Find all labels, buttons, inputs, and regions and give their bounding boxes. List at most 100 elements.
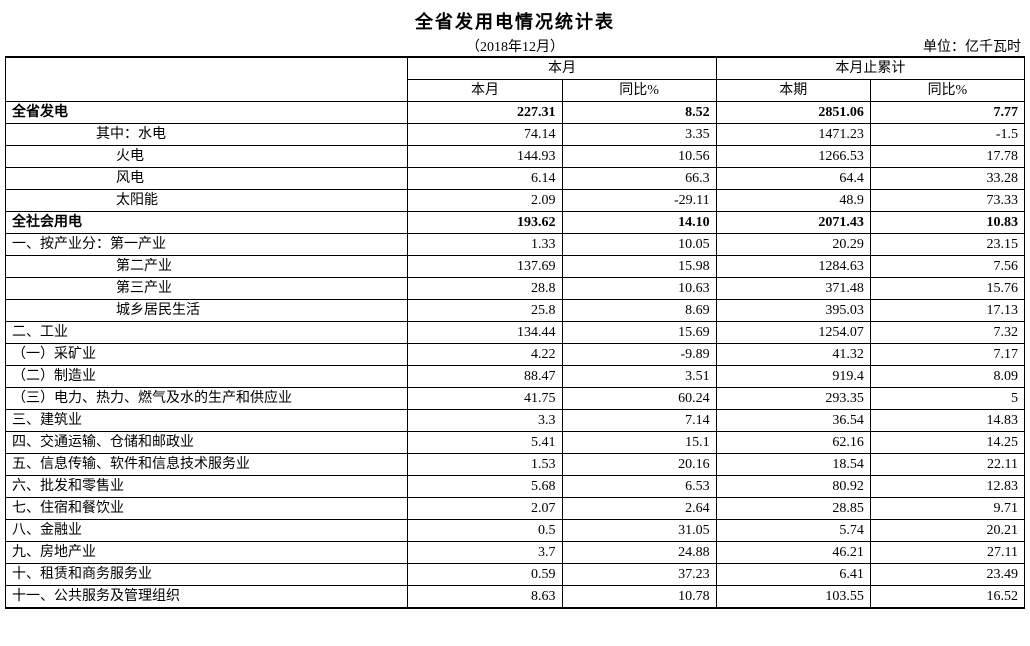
report-unit: 单位：亿千瓦时	[923, 36, 1021, 56]
cell-value: 41.32	[716, 344, 870, 366]
sub-header-row: （2018年12月） 单位：亿千瓦时	[5, 36, 1025, 56]
cell-value: 1.53	[408, 454, 562, 476]
row-label: 十、租赁和商务服务业	[6, 564, 408, 586]
cell-value: -1.5	[870, 124, 1024, 146]
table-row: 风电6.1466.364.433.28	[6, 168, 1025, 190]
header-group-cumulative: 本月止累计	[716, 57, 1024, 80]
cell-value: 31.05	[562, 520, 716, 542]
cell-value: 60.24	[562, 388, 716, 410]
cell-value: 17.78	[870, 146, 1024, 168]
cell-value: 23.15	[870, 234, 1024, 256]
cell-value: 62.16	[716, 432, 870, 454]
row-label: 太阳能	[6, 190, 408, 212]
cell-value: 18.54	[716, 454, 870, 476]
cell-value: 1254.07	[716, 322, 870, 344]
cell-value: 7.56	[870, 256, 1024, 278]
row-label: 四、交通运输、仓储和邮政业	[6, 432, 408, 454]
table-row: 全省发电227.318.522851.067.77	[6, 102, 1025, 124]
cell-value: 7.14	[562, 410, 716, 432]
cell-value: 15.1	[562, 432, 716, 454]
row-label: 八、金融业	[6, 520, 408, 542]
cell-value: 371.48	[716, 278, 870, 300]
table-row: 城乡居民生活25.88.69395.0317.13	[6, 300, 1025, 322]
row-label: 第二产业	[6, 256, 408, 278]
table-row: 五、信息传输、软件和信息技术服务业1.5320.1618.5422.11	[6, 454, 1025, 476]
cell-value: 80.92	[716, 476, 870, 498]
table-row: 全社会用电193.6214.102071.4310.83	[6, 212, 1025, 234]
cell-value: 193.62	[408, 212, 562, 234]
header-group-month: 本月	[408, 57, 716, 80]
cell-value: 16.52	[870, 586, 1024, 609]
cell-value: 8.69	[562, 300, 716, 322]
cell-value: 1471.23	[716, 124, 870, 146]
cell-value: 1284.63	[716, 256, 870, 278]
cell-value: 7.32	[870, 322, 1024, 344]
table-row: 二、工业134.4415.691254.077.32	[6, 322, 1025, 344]
cell-value: 227.31	[408, 102, 562, 124]
row-label: 五、信息传输、软件和信息技术服务业	[6, 454, 408, 476]
cell-value: 36.54	[716, 410, 870, 432]
cell-value: 15.98	[562, 256, 716, 278]
header-col4: 同比%	[870, 80, 1024, 102]
row-label: 六、批发和零售业	[6, 476, 408, 498]
row-label: （三）电力、热力、燃气及水的生产和供应业	[6, 388, 408, 410]
cell-value: 10.05	[562, 234, 716, 256]
cell-value: 25.8	[408, 300, 562, 322]
cell-value: 0.5	[408, 520, 562, 542]
table-row: 第三产业28.810.63371.4815.76	[6, 278, 1025, 300]
cell-value: 10.63	[562, 278, 716, 300]
cell-value: 88.47	[408, 366, 562, 388]
cell-value: 3.51	[562, 366, 716, 388]
header-col3: 本期	[716, 80, 870, 102]
cell-value: 2.07	[408, 498, 562, 520]
page-title: 全省发用电情况统计表	[4, 8, 1026, 34]
cell-value: 5.74	[716, 520, 870, 542]
cell-value: 20.29	[716, 234, 870, 256]
table-row: （二）制造业88.473.51919.48.09	[6, 366, 1025, 388]
cell-value: 8.09	[870, 366, 1024, 388]
header-col1: 本月	[408, 80, 562, 102]
table-row: 四、交通运输、仓储和邮政业5.4115.162.1614.25	[6, 432, 1025, 454]
cell-value: 46.21	[716, 542, 870, 564]
row-label: 三、建筑业	[6, 410, 408, 432]
cell-value: 64.4	[716, 168, 870, 190]
table-row: （一）采矿业4.22-9.8941.327.17	[6, 344, 1025, 366]
table-body: 全省发电227.318.522851.067.77其中：水电74.143.351…	[6, 102, 1025, 609]
cell-value: 66.3	[562, 168, 716, 190]
cell-value: 14.83	[870, 410, 1024, 432]
cell-value: 15.76	[870, 278, 1024, 300]
cell-value: 14.25	[870, 432, 1024, 454]
row-label: 城乡居民生活	[6, 300, 408, 322]
row-label: 一、按产业分：第一产业	[6, 234, 408, 256]
cell-value: 37.23	[562, 564, 716, 586]
table-row: 七、住宿和餐饮业2.072.6428.859.71	[6, 498, 1025, 520]
cell-value: 8.63	[408, 586, 562, 609]
table-row: 太阳能2.09-29.1148.973.33	[6, 190, 1025, 212]
cell-value: 6.14	[408, 168, 562, 190]
cell-value: 2071.43	[716, 212, 870, 234]
cell-value: 15.69	[562, 322, 716, 344]
cell-value: 5.41	[408, 432, 562, 454]
table-row: 九、房地产业3.724.8846.2127.11	[6, 542, 1025, 564]
cell-value: 144.93	[408, 146, 562, 168]
row-label: 七、住宿和餐饮业	[6, 498, 408, 520]
table-row: 三、建筑业3.37.1436.5414.83	[6, 410, 1025, 432]
cell-value: 3.3	[408, 410, 562, 432]
cell-value: 7.77	[870, 102, 1024, 124]
cell-value: 10.56	[562, 146, 716, 168]
cell-value: -9.89	[562, 344, 716, 366]
cell-value: 28.8	[408, 278, 562, 300]
cell-value: 3.35	[562, 124, 716, 146]
cell-value: 28.85	[716, 498, 870, 520]
cell-value: 2.09	[408, 190, 562, 212]
cell-value: 41.75	[408, 388, 562, 410]
row-label: 九、房地产业	[6, 542, 408, 564]
cell-value: 12.83	[870, 476, 1024, 498]
cell-value: 33.28	[870, 168, 1024, 190]
cell-value: 6.41	[716, 564, 870, 586]
cell-value: 24.88	[562, 542, 716, 564]
row-label: 风电	[6, 168, 408, 190]
table-row: 十一、公共服务及管理组织8.6310.78103.5516.52	[6, 586, 1025, 609]
cell-value: 20.16	[562, 454, 716, 476]
cell-value: 14.10	[562, 212, 716, 234]
